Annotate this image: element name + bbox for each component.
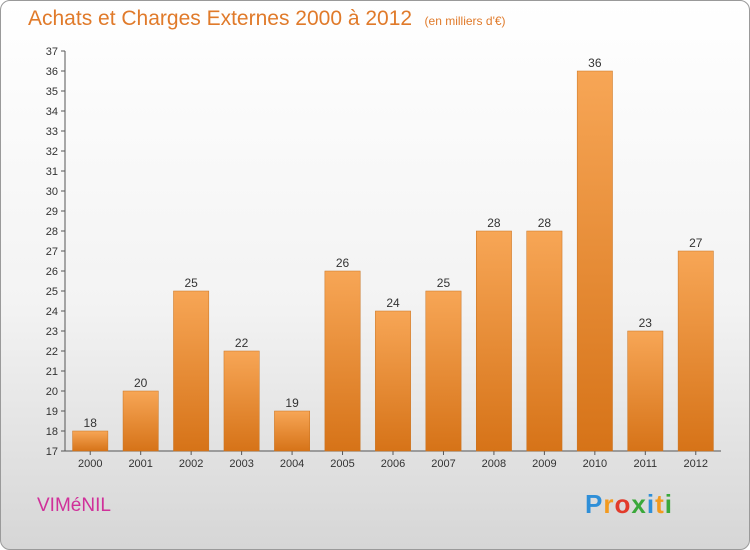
bar — [122, 390, 159, 452]
y-tick-label: 21 — [46, 366, 58, 378]
x-tick-label: 2011 — [633, 458, 657, 470]
x-tick-label: 2005 — [330, 458, 354, 470]
x-tick-label: 2012 — [684, 458, 708, 470]
y-tick-label: 29 — [46, 206, 58, 218]
y-tick-label: 18 — [46, 426, 58, 438]
x-tick-label: 2002 — [179, 458, 203, 470]
bar — [72, 430, 109, 452]
y-tick-label: 19 — [46, 406, 58, 418]
bar — [476, 230, 512, 452]
y-tick-label: 37 — [46, 46, 58, 58]
bar — [324, 270, 361, 452]
y-tick-label: 32 — [46, 146, 58, 158]
data-label: 19 — [285, 396, 299, 410]
data-label: 25 — [437, 276, 451, 290]
bar — [274, 410, 310, 452]
data-label: 27 — [689, 236, 703, 250]
data-label: 36 — [588, 56, 602, 70]
data-label: 23 — [639, 316, 653, 330]
chart-title: Achats et Charges Externes 2000 à 2012 (… — [28, 7, 506, 31]
bar — [173, 290, 210, 452]
x-tick-label: 2008 — [482, 458, 506, 470]
data-label: 22 — [235, 336, 249, 350]
y-tick-label: 20 — [46, 386, 58, 398]
y-tick-label: 17 — [46, 446, 58, 458]
data-label: 18 — [84, 416, 98, 430]
y-tick-label: 26 — [46, 266, 58, 278]
title-text: Achats et Charges Externes 2000 à 2012 — [28, 7, 413, 30]
x-tick-label: 2000 — [78, 458, 102, 470]
x-tick-label: 2003 — [229, 458, 253, 470]
y-tick-label: 35 — [46, 86, 58, 98]
bar — [627, 330, 664, 452]
data-label: 26 — [336, 256, 350, 270]
y-tick-label: 27 — [46, 246, 58, 258]
data-label: 28 — [487, 216, 501, 230]
logo-letter: t — [655, 489, 665, 519]
data-labels: 18 20 25 22 19 26 24 25 28 28 36 23 27 — [84, 56, 703, 430]
logo-letter: i — [646, 489, 656, 519]
y-tick-label: 36 — [46, 66, 58, 78]
bar — [425, 290, 462, 452]
logo-letter: P — [585, 489, 604, 519]
logo-letter: o — [614, 489, 632, 519]
y-tick-label: 22 — [46, 346, 58, 358]
x-tick-label: 2004 — [280, 458, 304, 470]
x-tick-label: 2007 — [431, 458, 455, 470]
unit-text: (en milliers d'€) — [424, 14, 506, 28]
commune-name: VIMéNIL — [37, 495, 111, 516]
bar — [576, 70, 613, 452]
data-label: 20 — [134, 376, 148, 390]
x-tick-label: 2001 — [128, 458, 152, 470]
y-tick-label: 23 — [46, 326, 58, 338]
y-tick-label: 30 — [46, 186, 58, 198]
y-tick-label: 31 — [46, 166, 58, 178]
proxiti-logo: Proxiti — [585, 489, 673, 520]
x-tick-label: 2006 — [381, 458, 405, 470]
y-tick-label: 28 — [46, 226, 58, 238]
bar — [526, 230, 563, 452]
bar — [223, 350, 260, 452]
data-label: 25 — [184, 276, 198, 290]
logo-letter: x — [631, 489, 647, 519]
y-tick-label: 34 — [46, 106, 58, 118]
y-tick-label: 24 — [46, 306, 58, 318]
logo-letter: i — [664, 489, 673, 519]
x-tick-label: 2009 — [532, 458, 556, 470]
bars — [72, 70, 714, 452]
data-label: 24 — [386, 296, 400, 310]
bar — [677, 250, 714, 452]
y-tick-label: 25 — [46, 286, 58, 298]
bar — [375, 310, 411, 452]
y-tick-label: 33 — [46, 126, 58, 138]
logo-letter: r — [603, 489, 615, 519]
x-tick-label: 2010 — [583, 458, 607, 470]
data-label: 28 — [538, 216, 552, 230]
